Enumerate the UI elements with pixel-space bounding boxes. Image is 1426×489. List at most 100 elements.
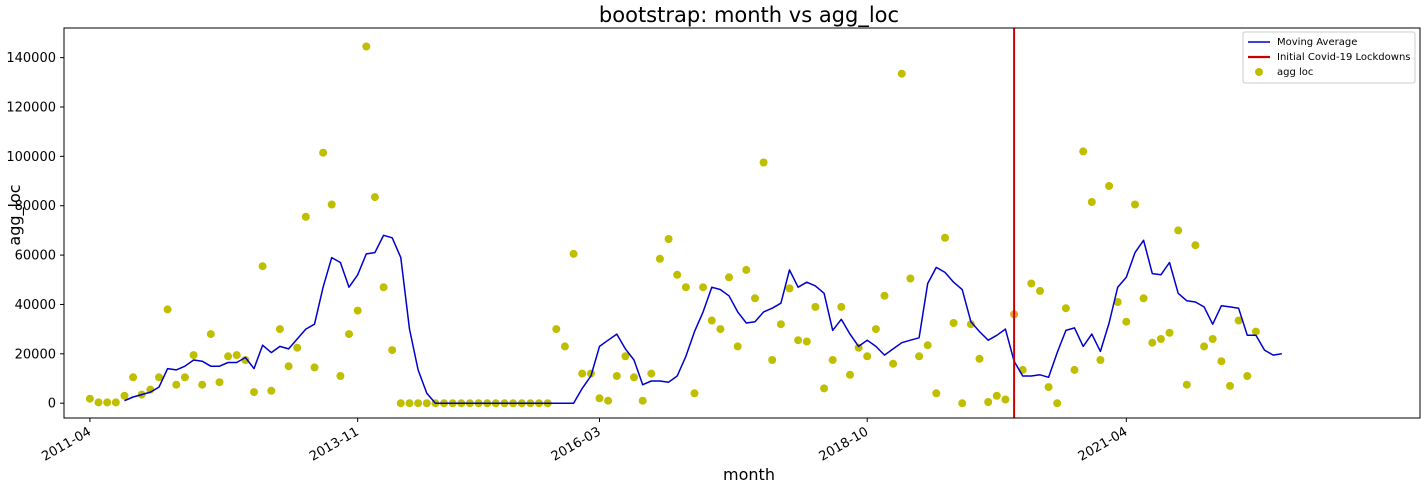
data-point: [1243, 372, 1252, 380]
data-point: [846, 370, 854, 379]
data-point: [293, 343, 302, 352]
data-point: [250, 388, 258, 397]
x-axis: 2011-04 2013-11 2016-03 2018-10 2021-04: [39, 418, 1130, 465]
y-tick-label: 100000: [6, 150, 56, 165]
data-point: [820, 384, 829, 393]
legend-label-lockdown: Initial Covid-19 Lockdowns: [1277, 52, 1411, 63]
data-point: [180, 373, 189, 382]
x-tick-label: 2016-03: [549, 424, 604, 464]
data-point: [871, 325, 880, 334]
data-point: [198, 380, 207, 389]
data-point: [941, 233, 949, 242]
data-point: [284, 362, 293, 371]
data-point: [595, 394, 604, 403]
data-point: [984, 398, 993, 406]
moving-average-layer: [124, 234, 1282, 404]
data-point: [630, 373, 638, 382]
data-point: [345, 330, 353, 339]
data-point: [1139, 294, 1148, 303]
data-point: [232, 351, 241, 360]
data-point: [716, 325, 725, 334]
data-point: [776, 320, 785, 329]
data-point: [673, 270, 682, 279]
data-point: [949, 319, 958, 327]
data-point: [94, 398, 103, 407]
data-point: [189, 351, 198, 360]
scatter-layer: [85, 42, 1260, 408]
data-point: [85, 394, 94, 403]
data-point: [897, 69, 906, 78]
data-point: [759, 158, 768, 167]
data-point: [863, 352, 872, 361]
data-point: [1122, 317, 1131, 326]
chart-title: bootstrap: month vs agg_loc: [599, 3, 899, 28]
y-tick-label: 0: [48, 397, 56, 412]
data-point: [379, 283, 388, 292]
data-point: [828, 356, 837, 364]
data-point: [1113, 298, 1122, 306]
data-point: [275, 325, 284, 334]
data-point: [310, 363, 319, 372]
x-tick-label: 2021-04: [1076, 424, 1131, 464]
data-point: [880, 291, 889, 300]
data-point: [370, 193, 379, 202]
data-point: [1131, 200, 1139, 209]
data-point: [811, 302, 820, 311]
x-tick-label: 2011-04: [39, 424, 94, 464]
legend-marker-points: [1255, 68, 1263, 76]
data-point: [768, 356, 777, 364]
data-point: [353, 306, 362, 315]
data-point: [794, 336, 803, 345]
y-tick-label: 60000: [15, 249, 56, 264]
data-point: [1079, 147, 1088, 156]
data-point: [915, 352, 924, 361]
data-point: [932, 389, 941, 398]
data-point: [707, 316, 716, 325]
data-point: [1165, 328, 1174, 337]
data-point: [1156, 335, 1165, 343]
x-axis-label: month: [723, 465, 775, 484]
y-tick-label: 80000: [15, 199, 56, 214]
data-point: [163, 305, 172, 314]
data-point: [327, 200, 336, 209]
data-point: [621, 352, 630, 361]
data-point: [664, 235, 673, 243]
data-point: [336, 372, 345, 380]
x-tick-label: 2013-11: [307, 424, 362, 464]
data-point: [111, 398, 120, 407]
data-point: [785, 284, 794, 293]
data-point: [388, 346, 397, 355]
data-point: [1200, 342, 1209, 351]
data-point: [1105, 182, 1114, 190]
data-point: [906, 274, 915, 283]
data-point: [837, 302, 846, 311]
legend-box: [1242, 31, 1416, 84]
moving-average-line: [124, 234, 1282, 404]
data-point: [655, 254, 664, 263]
data-point: [1191, 241, 1200, 250]
data-point: [751, 294, 759, 303]
data-point: [889, 359, 898, 368]
data-point: [569, 249, 578, 258]
data-point: [172, 380, 181, 389]
data-point: [1061, 304, 1070, 313]
data-point: [552, 325, 561, 334]
data-point: [647, 369, 656, 378]
data-point: [802, 337, 811, 346]
data-point: [1036, 286, 1044, 295]
data-point: [975, 354, 984, 363]
data-point: [206, 330, 215, 339]
data-point: [224, 352, 233, 361]
data-point: [215, 378, 224, 387]
data-point: [301, 212, 310, 221]
data-point: [578, 369, 587, 378]
data-point: [1044, 383, 1053, 392]
data-point: [1234, 316, 1243, 325]
legend: Moving Average Initial Covid-19 Lockdown…: [1242, 31, 1416, 84]
data-point: [405, 399, 414, 408]
legend-label-moving-average: Moving Average: [1277, 37, 1357, 48]
plot-frame: [63, 27, 1421, 419]
data-point: [1217, 357, 1226, 366]
data-point: [1208, 335, 1217, 343]
data-point: [638, 396, 647, 405]
